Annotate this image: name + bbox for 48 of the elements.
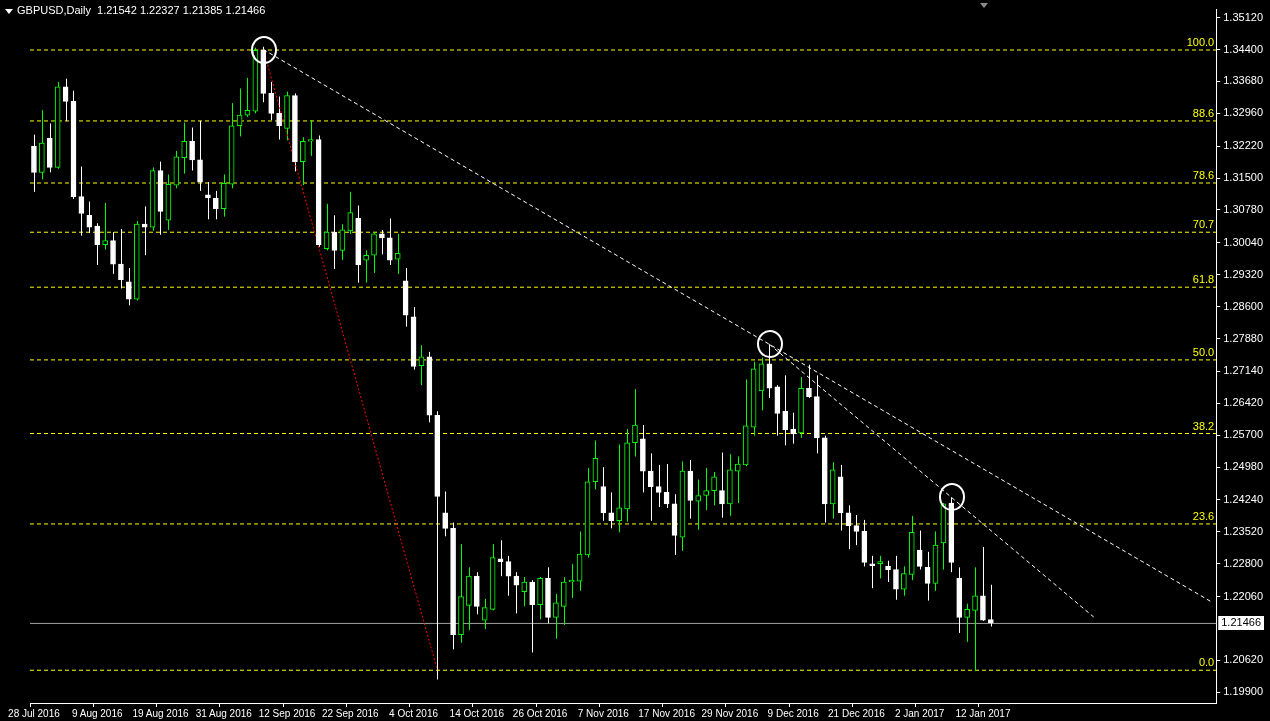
- y-tick-label: 1.19900: [1223, 685, 1263, 698]
- annotation: 23.6: [1192, 509, 1215, 522]
- x-tick-label: 22 Sep 2016: [321, 707, 380, 719]
- x-tick-label: 26 Oct 2016: [512, 707, 568, 719]
- x-tick-label: 19 Aug 2016: [132, 707, 190, 719]
- y-tick-label: 1.35120: [1223, 10, 1263, 23]
- y-tick-label: 1.32220: [1223, 139, 1263, 152]
- y-tick-label: 1.25700: [1223, 428, 1263, 441]
- chart-title: GBPUSD,Daily 1.21542 1.22327 1.21385 1.21466: [17, 4, 266, 16]
- y-tick-label: 1.31500: [1223, 171, 1263, 184]
- y-tick-label: 1.29320: [1223, 267, 1263, 280]
- x-tick-label: 28 Jul 2016: [8, 707, 61, 719]
- x-tick-label: 29 Nov 2016: [701, 707, 759, 719]
- annotation: 78.6: [1192, 169, 1215, 182]
- x-tick-label: 9 Aug 2016: [71, 707, 123, 719]
- y-tick-label: 1.24980: [1223, 460, 1263, 473]
- annotation: 88.6: [1192, 106, 1215, 119]
- x-tick-label: 12 Sep 2016: [258, 707, 316, 719]
- y-tick-label: 1.27880: [1223, 331, 1263, 344]
- x-tick-label: 14 Oct 2016: [449, 707, 505, 719]
- x-tick-label: 31 Aug 2016: [195, 707, 253, 719]
- annotation: 38.2: [1192, 419, 1215, 432]
- y-tick-label: 1.22060: [1223, 589, 1263, 602]
- y-tick-label: 1.27140: [1223, 364, 1263, 377]
- y-tick-label: 1.24240: [1223, 492, 1263, 505]
- y-tick-label: 1.28600: [1223, 299, 1263, 312]
- ref-line-label: 1.21466: [1221, 615, 1261, 628]
- annotation: 100.0: [1186, 36, 1215, 49]
- x-tick-label: 7 Nov 2016: [577, 707, 630, 719]
- y-tick-label: 1.34400: [1223, 42, 1263, 55]
- y-tick-label: 1.22800: [1223, 556, 1263, 569]
- y-tick-label: 1.30780: [1223, 203, 1263, 216]
- y-tick-label: 1.33680: [1223, 74, 1263, 87]
- y-tick-label: 1.23520: [1223, 524, 1263, 537]
- annotation: 61.8: [1192, 273, 1215, 286]
- y-tick-label: 1.26420: [1223, 396, 1263, 409]
- x-tick-label: 12 Jan 2017: [955, 707, 1011, 719]
- annotation: 50.0: [1192, 345, 1215, 358]
- x-tick-label: 21 Dec 2016: [828, 707, 886, 719]
- x-tick-label: 2 Jan 2017: [894, 707, 945, 719]
- annotation: 0.0: [1198, 656, 1215, 669]
- x-tick-label: 4 Oct 2016: [389, 707, 439, 719]
- annotation: 70.7: [1192, 218, 1215, 231]
- x-tick-label: 17 Nov 2016: [638, 707, 696, 719]
- y-tick-label: 1.32960: [1223, 106, 1263, 119]
- y-tick-label: 1.30040: [1223, 235, 1263, 248]
- y-tick-label: 1.20620: [1223, 653, 1263, 666]
- x-tick-label: 9 Dec 2016: [767, 707, 820, 719]
